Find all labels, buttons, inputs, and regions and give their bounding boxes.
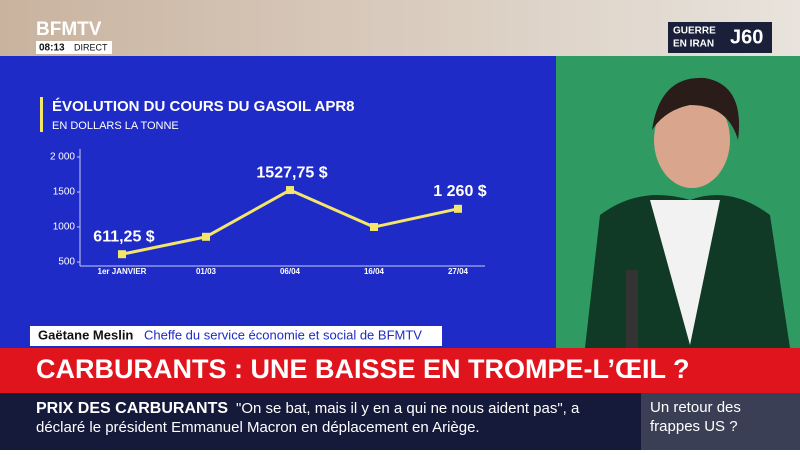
marker — [370, 223, 378, 231]
next-story: Un retour des frappes US ? — [650, 399, 741, 435]
next-box — [641, 393, 800, 450]
x-tick-label: 16/04 — [364, 267, 385, 276]
presenter-hair — [652, 77, 740, 140]
value-label: 1 260 $ — [433, 183, 486, 200]
presenter-shirt — [650, 200, 720, 345]
x-tick-label: 1er JANVIER — [98, 267, 147, 276]
ticker-topic: PRIX DES CARBURANTS — [36, 400, 228, 417]
chart-subtitle: EN DOLLARS LA TONNE — [52, 120, 179, 132]
marker — [286, 186, 294, 195]
headline-bar — [0, 348, 800, 393]
channel-logo: BFMTV — [36, 19, 102, 40]
guest-role: Cheffe du service économie et social de … — [144, 327, 422, 342]
y-tick-label: 1000 — [53, 222, 76, 233]
live: DIRECT — [74, 42, 108, 52]
ticker-text: "On se bat, mais il y en a qui ne nous a… — [236, 400, 580, 417]
x-tick-label: 27/04 — [448, 267, 469, 276]
microphone — [626, 270, 638, 348]
marker — [118, 250, 126, 259]
value-label: 611,25 $ — [93, 228, 155, 245]
chart-panel — [0, 56, 556, 348]
y-tick-label: 500 — [58, 257, 75, 268]
name-bar — [30, 326, 442, 346]
marker — [454, 204, 462, 213]
guest-name: Gaëtane Meslin — [38, 327, 133, 342]
plot: 500 1000 1500 2 000 1er JANVIER 01/03 06/04 16/… — [50, 149, 487, 276]
y-tick-label: 1500 — [53, 187, 76, 198]
badge-line: GUERRE — [673, 26, 716, 37]
x-tick-label: 06/04 — [280, 267, 301, 276]
badge-line: EN IRAN — [673, 39, 714, 50]
marker — [202, 232, 210, 241]
headline: CARBURANTS : UNE BAISSE EN TROMPE-L’ŒIL … — [36, 354, 690, 384]
chart-title: ÉVOLUTION DU COURS DU GASOIL APR8 — [52, 98, 355, 115]
x-tick-label: 01/03 — [196, 267, 217, 276]
value-label: 1527,75 $ — [256, 164, 327, 181]
title-accent — [40, 97, 43, 132]
next-wrap: Un retour des frappes US ? — [650, 399, 741, 435]
badge-day: J60 — [730, 26, 763, 48]
top-band — [0, 0, 800, 56]
time: 08:13 — [39, 43, 65, 54]
y-tick-label: 2 000 — [50, 152, 75, 163]
ticker-text: déclaré le président Emmanuel Macron en … — [36, 419, 480, 436]
badge — [668, 22, 772, 53]
presenter-face — [654, 92, 730, 188]
time-box — [36, 41, 112, 54]
